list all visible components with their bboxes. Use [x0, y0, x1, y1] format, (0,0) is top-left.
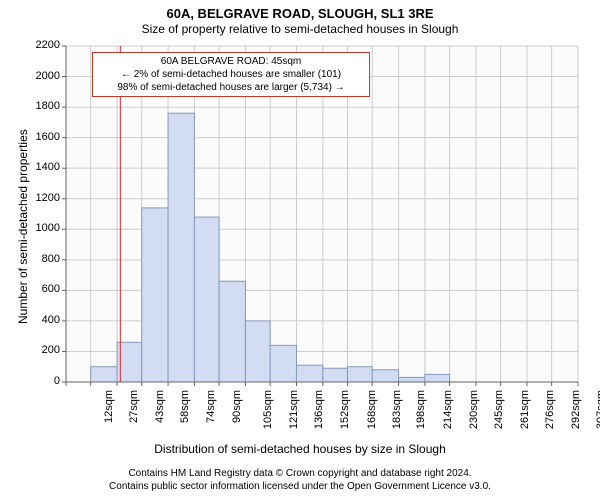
info-line-2: ← 2% of semi-detached houses are smaller…	[99, 68, 363, 81]
footer-line-1: Contains HM Land Registry data © Crown c…	[0, 468, 600, 481]
y-tick-label: 800	[26, 253, 60, 265]
y-tick-label: 600	[26, 283, 60, 295]
info-line-1: 60A BELGRAVE ROAD: 45sqm	[99, 55, 363, 68]
title-line2: Size of property relative to semi-detach…	[142, 22, 459, 36]
x-tick-label: 12sqm	[103, 390, 115, 423]
footer: Contains HM Land Registry data © Crown c…	[0, 468, 600, 493]
x-tick-label: 58sqm	[179, 390, 191, 423]
x-tick-label: 261sqm	[519, 390, 531, 429]
y-tick-label: 2000	[26, 70, 60, 82]
info-line-3: 98% of semi-detached houses are larger (…	[99, 81, 363, 94]
chart-subtitle: Size of property relative to semi-detach…	[0, 22, 600, 37]
y-tick-label: 1400	[26, 161, 60, 173]
info-box: 60A BELGRAVE ROAD: 45sqm ← 2% of semi-de…	[92, 52, 370, 97]
y-tick-label: 1600	[26, 131, 60, 143]
x-tick-label: 105sqm	[262, 390, 274, 429]
figure-container: { "canvas": { "width": 600, "height": 50…	[0, 0, 600, 500]
x-tick-label: 307sqm	[595, 390, 600, 429]
x-tick-label: 245sqm	[493, 390, 505, 429]
y-tick-label: 200	[26, 344, 60, 356]
y-tick-label: 0	[26, 375, 60, 387]
x-tick-label: 292sqm	[570, 390, 582, 429]
footer-line-2: Contains public sector information licen…	[0, 481, 600, 494]
x-tick-label: 214sqm	[442, 390, 454, 429]
x-tick-label: 74sqm	[205, 390, 217, 423]
x-axis-label: Distribution of semi-detached houses by …	[0, 442, 600, 456]
y-tick-label: 2200	[26, 39, 60, 51]
x-tick-label: 230sqm	[468, 390, 480, 429]
y-tick-label: 1200	[26, 192, 60, 204]
x-tick-label: 90sqm	[231, 390, 243, 423]
x-tick-label: 136sqm	[313, 390, 325, 429]
y-tick-label: 1000	[26, 222, 60, 234]
x-tick-label: 27sqm	[128, 390, 140, 423]
x-tick-label: 121sqm	[289, 390, 301, 429]
title-line1: 60A, BELGRAVE ROAD, SLOUGH, SL1 3RE	[166, 6, 433, 21]
x-tick-label: 198sqm	[415, 390, 427, 429]
x-tick-label: 168sqm	[366, 390, 378, 429]
y-tick-label: 1800	[26, 100, 60, 112]
chart-title: 60A, BELGRAVE ROAD, SLOUGH, SL1 3RE	[0, 0, 600, 22]
x-tick-label: 43sqm	[154, 390, 166, 423]
x-tick-label: 152sqm	[340, 390, 352, 429]
x-tick-label: 276sqm	[544, 390, 556, 429]
y-tick-label: 400	[26, 314, 60, 326]
x-tick-label: 183sqm	[391, 390, 403, 429]
